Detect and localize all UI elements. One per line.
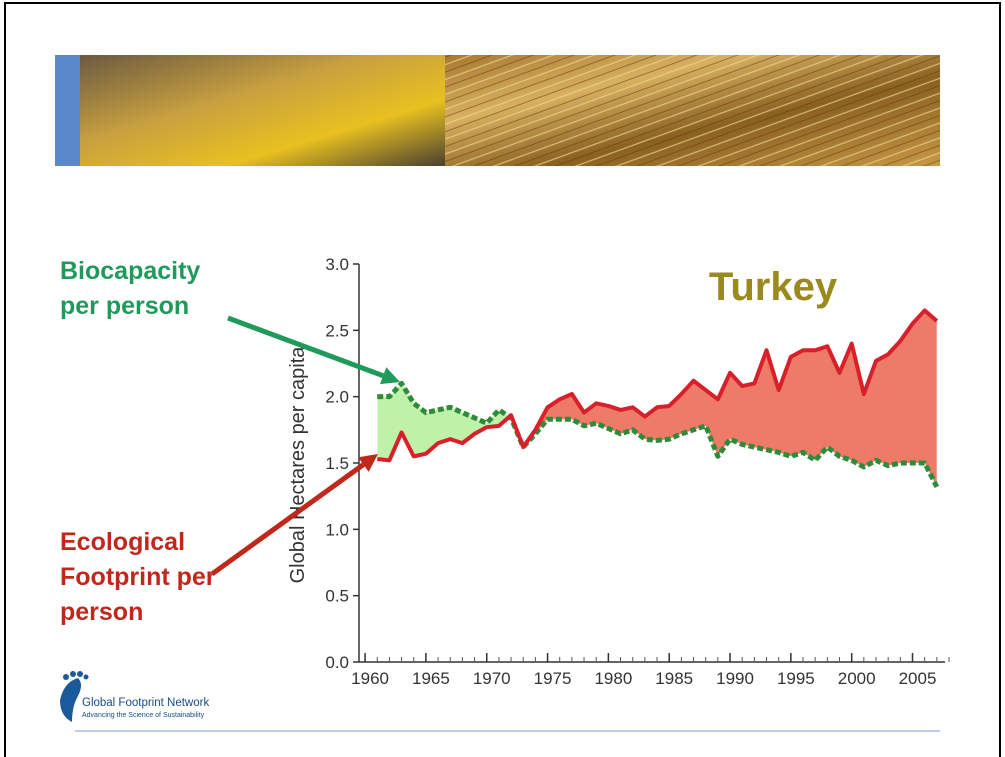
y-tick-label: 0.5 — [325, 587, 349, 606]
x-tick-label: 2000 — [838, 669, 876, 688]
y-tick-label: 1.5 — [325, 454, 349, 473]
x-tick-label: 1975 — [534, 669, 572, 688]
biocapacity-line — [377, 380, 940, 489]
footprint-arrow-head — [358, 454, 378, 472]
slide-border — [4, 2, 1001, 757]
logo-icon — [60, 671, 89, 722]
x-tick-label: 1965 — [412, 669, 450, 688]
x-tick-label: 1990 — [716, 669, 754, 688]
x-tick-label: 1970 — [473, 669, 511, 688]
biocapacity-arrow-head — [379, 367, 400, 385]
red-group — [377, 310, 937, 487]
y-tick-label: 3.0 — [325, 255, 349, 274]
banner-city — [80, 55, 445, 166]
y-tick-label: 1.0 — [325, 520, 349, 539]
biocapacity-annotation: Biocapacity per person — [60, 257, 201, 320]
biocapacity-arrow — [227, 315, 385, 379]
ecological-deficit-area — [377, 310, 937, 487]
x-tick-label: 1995 — [777, 669, 815, 688]
footprint-arrow — [210, 462, 365, 577]
x-tick-label: 1960 — [351, 669, 389, 688]
y-axis-label: Global Hectares per capita — [287, 346, 309, 584]
footprint-annotation: Ecological Footprint per person — [60, 528, 216, 626]
logo-name: Global Footprint Network — [82, 697, 209, 709]
y-tick-label: 2.0 — [325, 388, 349, 407]
y-tick-label: 2.5 — [325, 321, 349, 340]
x-tick-label: 2005 — [899, 669, 937, 688]
x-tick-label: 1980 — [594, 669, 632, 688]
x-tick-label: 1985 — [655, 669, 693, 688]
chart-title: Turkey — [709, 265, 838, 309]
banner-texture — [445, 55, 940, 166]
logo-tagline: Advancing the Science of Sustainability — [82, 712, 205, 719]
banner-strip — [55, 55, 80, 166]
y-tick-label: 0.0 — [325, 653, 349, 672]
footprint-line — [377, 308, 939, 463]
